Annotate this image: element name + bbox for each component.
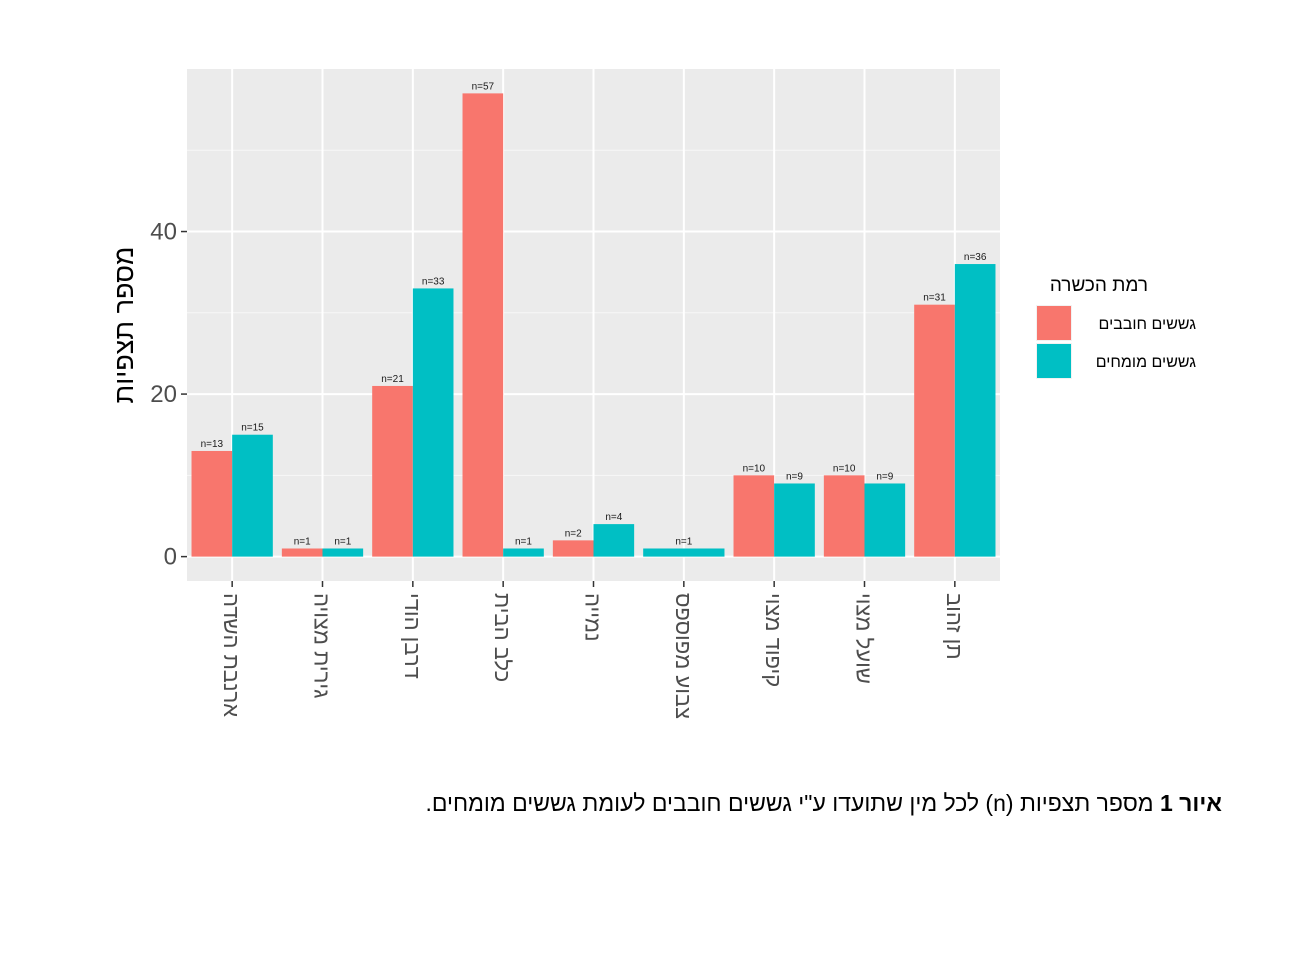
bar-value-label: n=2 [565,528,582,539]
bar [593,524,635,557]
bar [733,475,775,557]
bar [774,483,815,557]
bar-value-label: n=36 [964,252,987,263]
x-tick-label: נמייה [581,593,606,642]
bar-value-label: n=21 [381,374,404,385]
bar [372,385,413,557]
bar [552,540,594,557]
bar [232,434,273,557]
bar [823,475,865,557]
bar-value-label: n=15 [241,423,264,434]
bar-labels: n=13 n=15 n=1 n=1 n=21 n=33 n=57 n=1 n=2 n=4 n=1 n=… [201,81,987,547]
y-tick-label: 0 [164,544,177,571]
x-tick-label: ארנבת השדה [219,593,244,717]
y-axis-label: מספר תצפיות [109,247,139,404]
legend-swatch [1037,306,1071,340]
bar-value-label: n=4 [605,512,622,523]
bar [191,450,233,557]
bar [412,288,454,557]
legend-swatch [1037,344,1071,378]
legend-title: רמת הכשרה [1050,275,1148,296]
bar-value-label: n=33 [422,276,445,287]
caption-label: איור 1 [1159,790,1222,816]
x-tick-label: דרבן הודי [400,593,425,679]
bar-value-label: n=13 [201,439,224,450]
legend: רמת הכשרה גששים חובבים גששים מומחים [1036,275,1196,379]
x-tick-label: גירית מצויה [310,593,335,698]
y-tick-label: 20 [150,381,177,408]
bar-value-label: n=1 [294,536,311,547]
bar-value-label: n=10 [833,463,856,474]
x-tick-label: צבוע מפוספס [671,593,696,719]
x-axis: ארנבת השדה גירית מצויה דרבן הודי כלב הבית נמ… [219,581,967,719]
bar-value-label: n=9 [876,471,893,482]
bar [954,264,996,557]
bar-value-label: n=9 [786,471,803,482]
y-tick-label: 40 [150,219,177,246]
bar [503,548,544,557]
x-tick-label: שועל מצוי [852,593,877,684]
figure-caption: איור 1 מספר תצפיות (n) לכל מין שתועדו ע"… [425,790,1222,817]
bar [322,548,364,557]
bars [191,93,996,557]
bar-value-label: n=1 [334,536,351,547]
bar-value-label: n=31 [923,293,946,304]
bar [914,304,955,557]
bar-value-label: n=1 [515,536,532,547]
legend-entry: גששים מומחים [1096,354,1197,371]
bar-value-label: n=1 [675,536,692,547]
legend-entry: גששים חובבים [1099,316,1197,333]
y-axis: 0 20 40 [150,219,187,571]
caption-text: מספר תצפיות (n) לכל מין שתועדו ע"י גששים… [425,790,1160,816]
bar [643,548,725,557]
bar-value-label: n=57 [472,81,495,92]
bar [462,93,504,557]
x-tick-label: תן זהוב [942,593,967,660]
bar [864,483,906,557]
x-tick-label: קיפוד מצוי [761,593,786,687]
bar-value-label: n=10 [743,463,766,474]
bar [281,548,323,557]
x-tick-label: כלב הבית [490,593,515,682]
